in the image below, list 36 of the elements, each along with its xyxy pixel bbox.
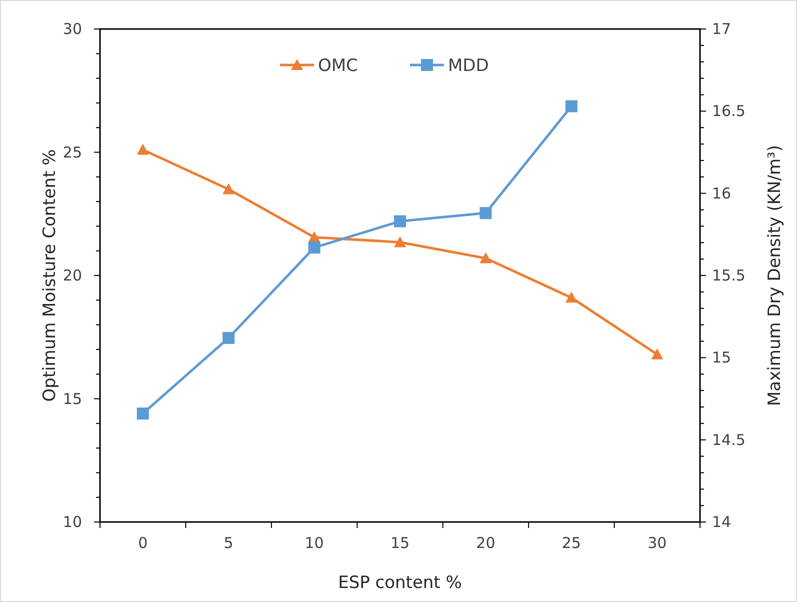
y2-tick-label: 15: [712, 348, 732, 367]
point: [394, 236, 406, 248]
x-tick-label: 30: [648, 534, 667, 552]
point: [651, 348, 664, 360]
legend-label: OMC: [318, 56, 358, 76]
x-axis-title: ESP content %: [338, 573, 462, 593]
x-tick-label: 20: [476, 534, 496, 552]
y-tick-label: 10: [62, 513, 82, 531]
point: [394, 215, 406, 228]
point: [308, 242, 320, 254]
x-tick-label: 10: [304, 534, 324, 552]
x-tick-label: 5: [224, 534, 234, 552]
point: [136, 408, 149, 420]
y2-tick-label: 14.5: [712, 430, 746, 449]
y-axis-title: Optimum Moisture Content %: [40, 149, 60, 402]
y2-tick-label: 16: [712, 184, 732, 202]
y-tick-label: 15: [62, 390, 82, 408]
y-tick-label: 20: [62, 266, 82, 284]
x-tick-label: 0: [138, 534, 148, 552]
x-tick-label: 25: [562, 534, 581, 552]
point: [565, 100, 578, 112]
point: [222, 332, 235, 344]
point: [480, 252, 492, 264]
x-tick-label: 15: [390, 534, 410, 552]
y-tick-label: 30: [62, 20, 82, 38]
point: [136, 144, 149, 155]
y2-tick-label: 14: [712, 513, 732, 531]
y2-axis-title: Maximum Dry Density (KN/m³): [765, 145, 785, 406]
point: [480, 207, 492, 220]
y-tick-label: 25: [62, 143, 82, 162]
legend-label: MDD: [448, 56, 489, 76]
y2-tick-label: 15.5: [712, 266, 746, 284]
point: [565, 292, 578, 303]
y2-tick-label: 17: [712, 20, 732, 38]
point: [222, 183, 235, 194]
y2-tick-label: 16.5: [712, 102, 746, 120]
